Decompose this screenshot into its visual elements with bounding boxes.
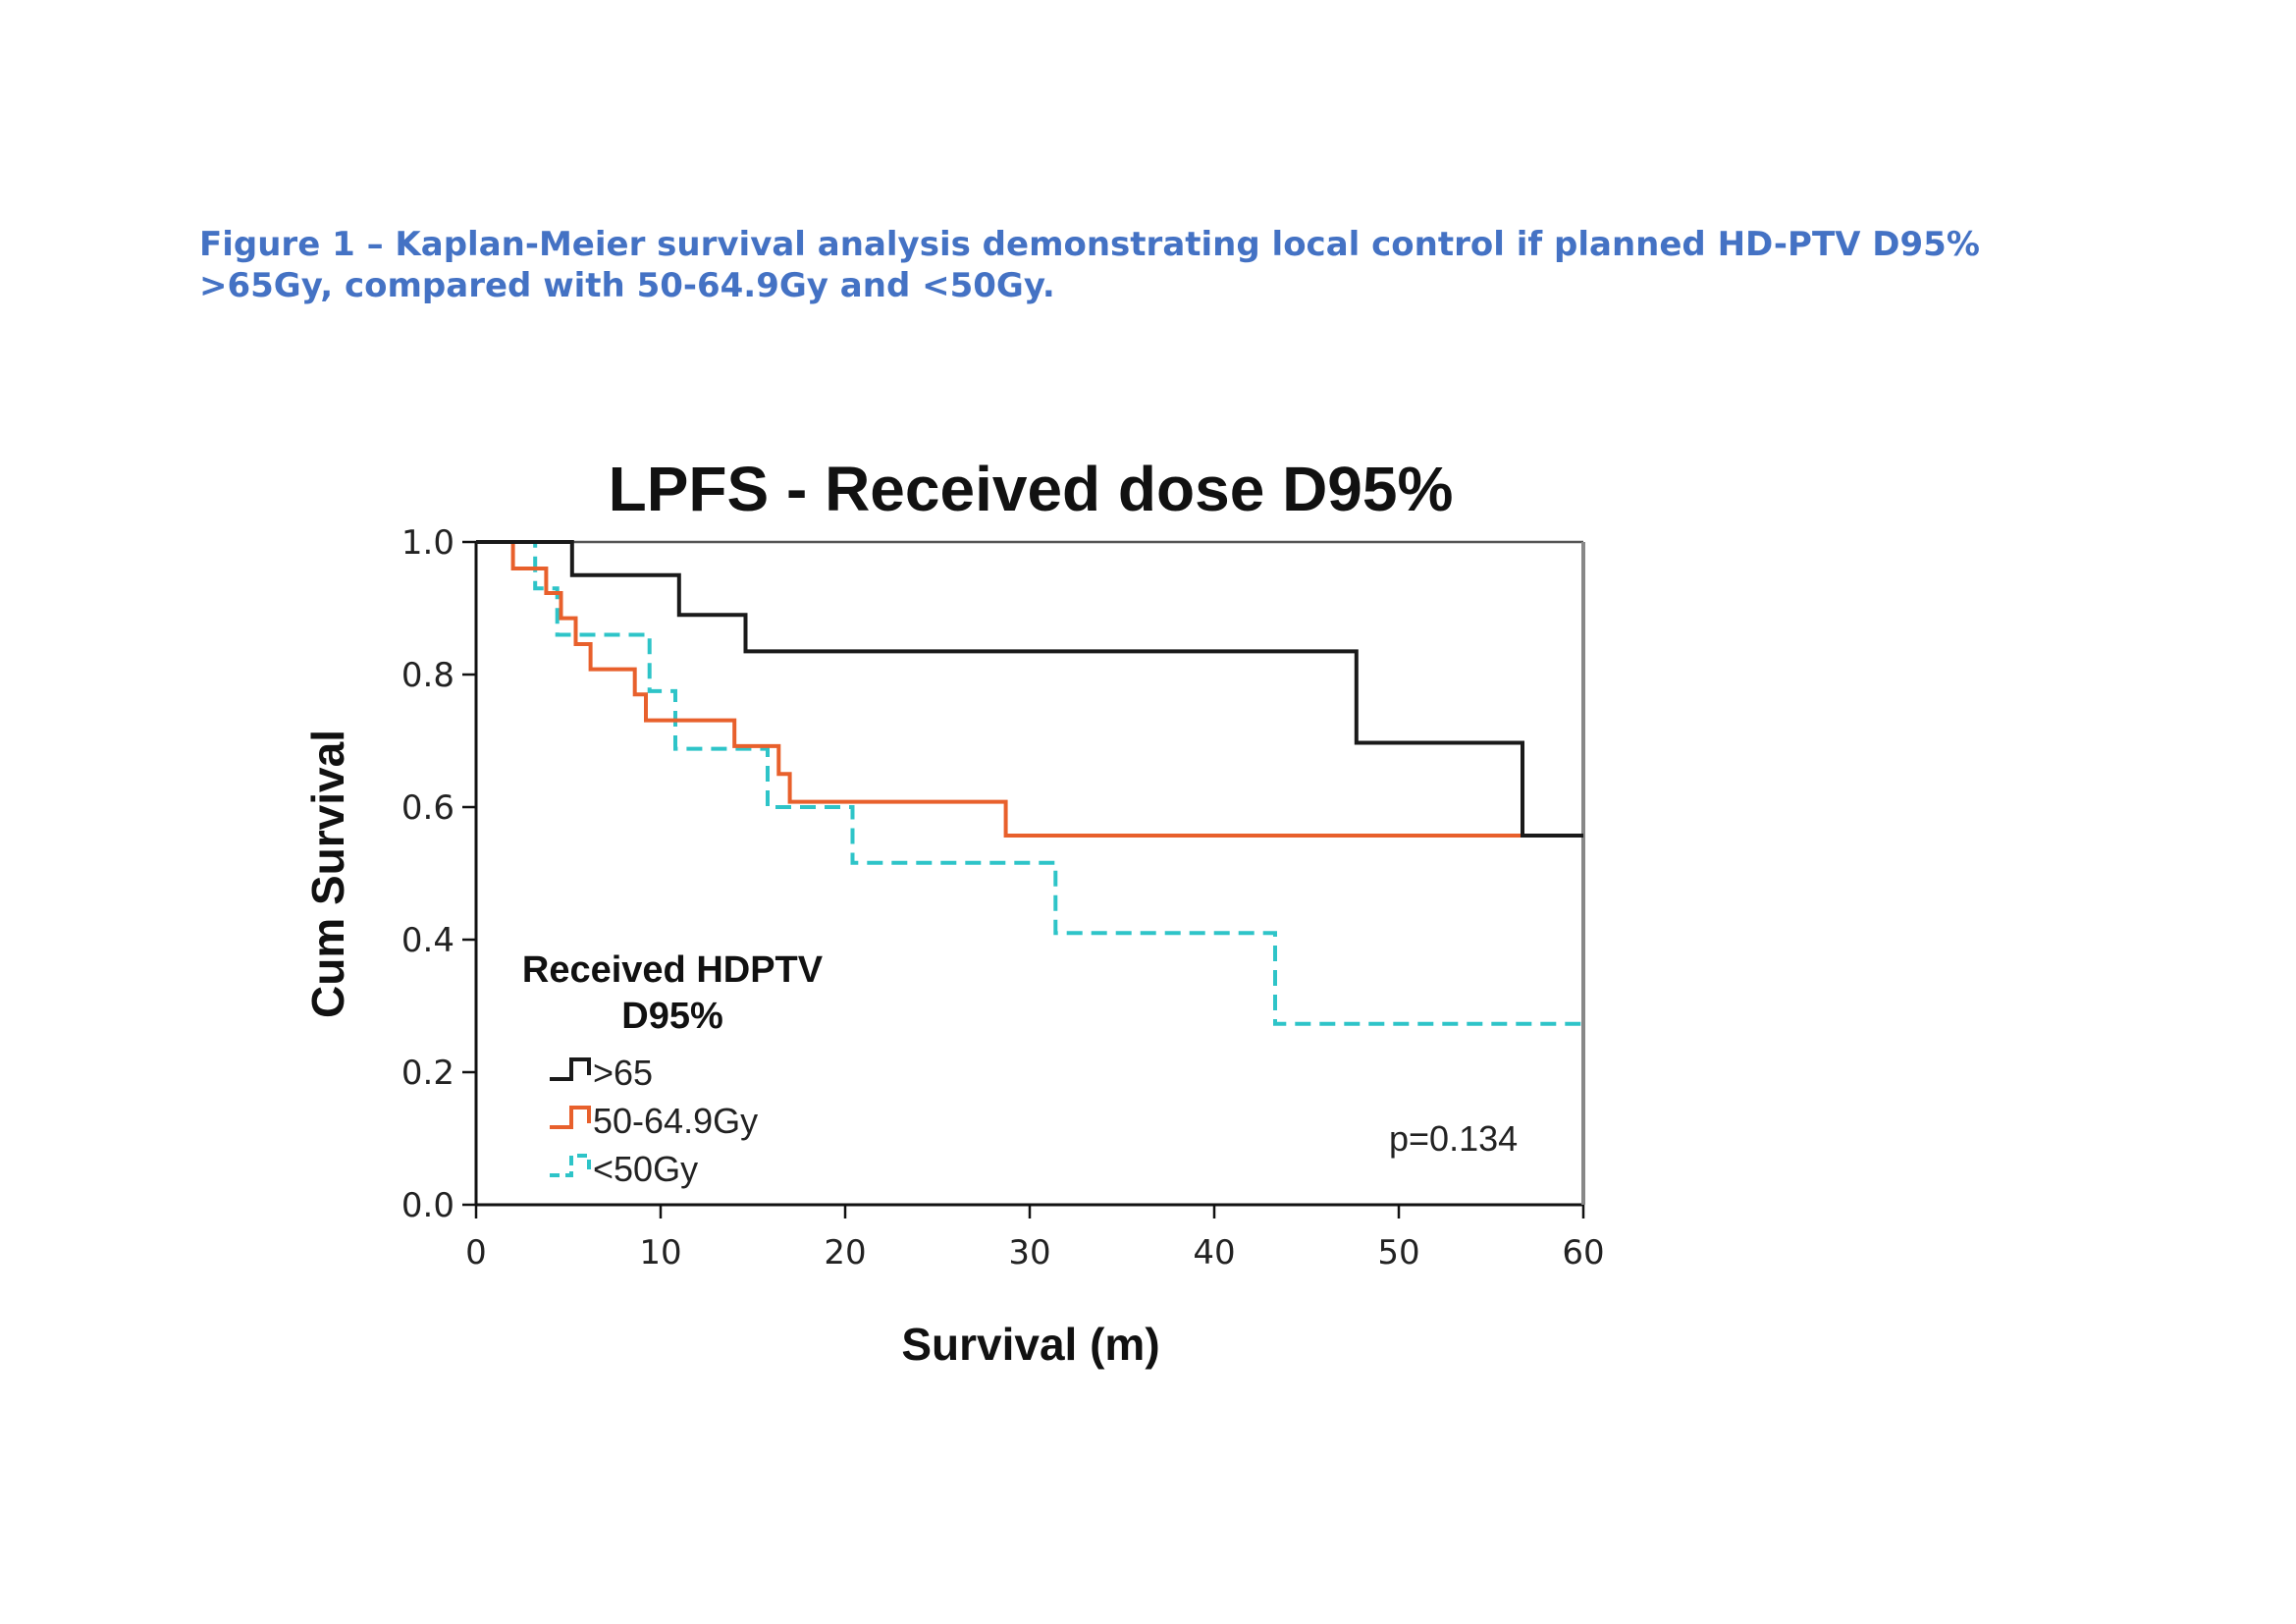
legend-title-line-1: Received HDPTV xyxy=(522,949,824,991)
series-layer xyxy=(476,540,1583,1026)
y-axis-label: Cum Survival xyxy=(302,730,353,1018)
legend-swatch-0 xyxy=(550,1057,591,1081)
caption-line-1: Figure 1 – Kaplan-Meier survival analysi… xyxy=(199,225,1980,264)
legend-label-0: >65 xyxy=(593,1053,653,1093)
x-axis-label: Survival (m) xyxy=(901,1319,1159,1370)
x-tick-label: 10 xyxy=(639,1233,681,1272)
y-ticks: 0.0 0.2 0.4 0.6 0.8 1.0 xyxy=(401,523,476,1225)
legend: Received HDPTV D95% >65 50-64.9Gy <50Gy xyxy=(522,949,824,1189)
series-line-1 xyxy=(476,540,1583,838)
y-tick-label: 0.4 xyxy=(401,921,454,960)
y-tick-label: 0.8 xyxy=(401,656,454,695)
y-tick-label: 0.0 xyxy=(401,1186,454,1225)
series-line-2 xyxy=(476,540,1583,1026)
legend-title-line-2: D95% xyxy=(621,996,723,1037)
legend-swatch-1 xyxy=(550,1106,591,1129)
x-tick-label: 40 xyxy=(1193,1233,1235,1272)
caption-line-2: >65Gy, compared with 50-64.9Gy and <50Gy… xyxy=(199,266,1055,305)
figure-caption: Figure 1 – Kaplan-Meier survival analysi… xyxy=(199,224,2153,306)
x-tick-label: 0 xyxy=(465,1233,487,1272)
legend-items: >65 50-64.9Gy <50Gy xyxy=(550,1053,758,1189)
chart-title: LPFS - Received dose D95% xyxy=(609,454,1454,524)
y-tick-label: 1.0 xyxy=(401,523,454,563)
p-value-annotation: p=0.134 xyxy=(1389,1118,1518,1159)
legend-label-1: 50-64.9Gy xyxy=(593,1101,758,1141)
y-tick-label: 0.2 xyxy=(401,1054,454,1093)
x-tick-label: 20 xyxy=(824,1233,866,1272)
y-tick-label: 0.6 xyxy=(401,788,454,828)
x-ticks: 0 10 20 30 40 50 60 xyxy=(465,1205,1605,1272)
x-tick-label: 60 xyxy=(1562,1233,1604,1272)
series-line-0 xyxy=(476,540,1583,838)
legend-label-2: <50Gy xyxy=(593,1149,698,1189)
legend-swatch-2 xyxy=(550,1154,591,1177)
x-tick-label: 50 xyxy=(1377,1233,1419,1272)
x-tick-label: 30 xyxy=(1008,1233,1050,1272)
